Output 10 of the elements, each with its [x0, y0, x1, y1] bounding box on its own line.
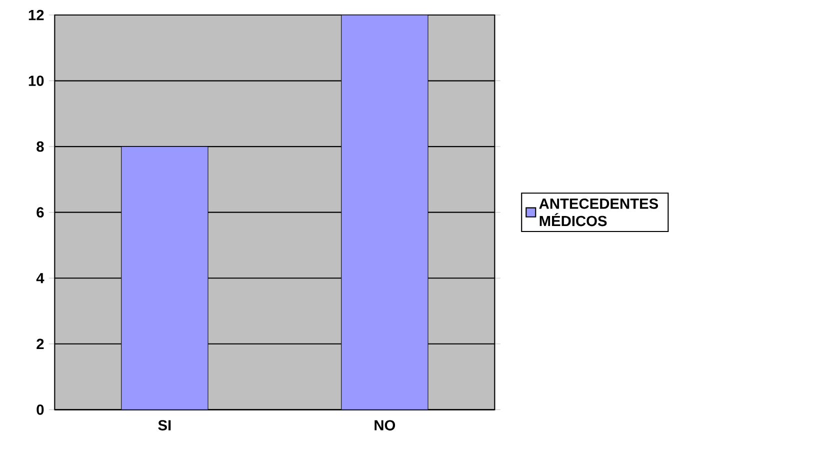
y-tick-label: 10 — [28, 76, 44, 86]
y-tick-label: 4 — [36, 273, 44, 284]
legend-label: ANTECEDENTES MÉDICOS — [539, 198, 658, 226]
y-tick-label: 0 — [36, 404, 44, 415]
y-tick-label: 8 — [36, 141, 44, 152]
x-tick-label: NO — [374, 420, 396, 430]
y-tick-label: 6 — [36, 207, 44, 218]
y-tick-label: 12 — [28, 10, 44, 20]
x-tick-label: SI — [158, 420, 171, 430]
y-tick-label: 2 — [36, 338, 44, 350]
